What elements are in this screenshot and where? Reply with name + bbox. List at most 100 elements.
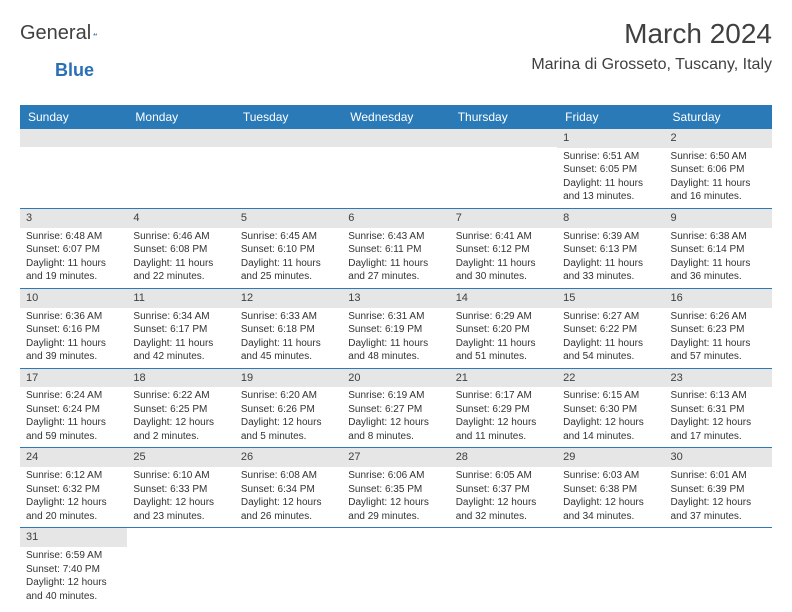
day-info-line: Daylight: 11 hours and 30 minutes. <box>456 257 551 284</box>
day-info-line: Daylight: 12 hours and 5 minutes. <box>241 416 336 443</box>
day-info-line: Daylight: 11 hours and 39 minutes. <box>26 337 121 364</box>
day-content: Sunrise: 6:20 AMSunset: 6:26 PMDaylight:… <box>235 387 342 447</box>
day-info-line: Daylight: 12 hours and 40 minutes. <box>26 576 121 603</box>
empty-daynum-bar <box>450 129 557 147</box>
day-number: 2 <box>665 129 772 148</box>
day-info-line: Sunrise: 6:29 AM <box>456 310 551 324</box>
day-info-line: Sunrise: 6:26 AM <box>671 310 766 324</box>
calendar-day-cell: 29Sunrise: 6:03 AMSunset: 6:38 PMDayligh… <box>557 448 664 528</box>
day-info-line: Sunrise: 6:06 AM <box>348 469 443 483</box>
day-content: Sunrise: 6:22 AMSunset: 6:25 PMDaylight:… <box>127 387 234 447</box>
day-info-line: Daylight: 11 hours and 42 minutes. <box>133 337 228 364</box>
day-content: Sunrise: 6:08 AMSunset: 6:34 PMDaylight:… <box>235 467 342 527</box>
day-content: Sunrise: 6:19 AMSunset: 6:27 PMDaylight:… <box>342 387 449 447</box>
calendar-day-cell <box>235 528 342 607</box>
day-number: 7 <box>450 209 557 228</box>
day-number: 26 <box>235 448 342 467</box>
day-info-line: Sunrise: 6:27 AM <box>563 310 658 324</box>
day-content: Sunrise: 6:39 AMSunset: 6:13 PMDaylight:… <box>557 228 664 288</box>
day-info-line: Sunrise: 6:12 AM <box>26 469 121 483</box>
day-info-line: Sunset: 6:31 PM <box>671 403 766 417</box>
day-info-line: Sunset: 6:22 PM <box>563 323 658 337</box>
day-info-line: Daylight: 12 hours and 23 minutes. <box>133 496 228 523</box>
day-content: Sunrise: 6:26 AMSunset: 6:23 PMDaylight:… <box>665 308 772 368</box>
day-content: Sunrise: 6:06 AMSunset: 6:35 PMDaylight:… <box>342 467 449 527</box>
calendar-day-cell: 16Sunrise: 6:26 AMSunset: 6:23 PMDayligh… <box>665 288 772 368</box>
day-info-line: Daylight: 11 hours and 16 minutes. <box>671 177 766 204</box>
calendar-week-row: 3Sunrise: 6:48 AMSunset: 6:07 PMDaylight… <box>20 208 772 288</box>
day-content: Sunrise: 6:31 AMSunset: 6:19 PMDaylight:… <box>342 308 449 368</box>
day-number: 29 <box>557 448 664 467</box>
day-info-line: Daylight: 12 hours and 8 minutes. <box>348 416 443 443</box>
day-number: 19 <box>235 369 342 388</box>
day-content: Sunrise: 6:38 AMSunset: 6:14 PMDaylight:… <box>665 228 772 288</box>
day-info-line: Sunset: 7:40 PM <box>26 563 121 577</box>
day-content: Sunrise: 6:59 AMSunset: 7:40 PMDaylight:… <box>20 547 127 607</box>
day-info-line: Sunset: 6:10 PM <box>241 243 336 257</box>
day-info-line: Daylight: 11 hours and 54 minutes. <box>563 337 658 364</box>
day-number: 23 <box>665 369 772 388</box>
calendar-day-cell <box>450 528 557 607</box>
day-number: 15 <box>557 289 664 308</box>
calendar-day-cell <box>127 528 234 607</box>
day-info-line: Sunrise: 6:19 AM <box>348 389 443 403</box>
day-info-line: Sunset: 6:08 PM <box>133 243 228 257</box>
calendar-day-cell: 20Sunrise: 6:19 AMSunset: 6:27 PMDayligh… <box>342 368 449 448</box>
day-info-line: Daylight: 11 hours and 19 minutes. <box>26 257 121 284</box>
day-content: Sunrise: 6:45 AMSunset: 6:10 PMDaylight:… <box>235 228 342 288</box>
day-content: Sunrise: 6:24 AMSunset: 6:24 PMDaylight:… <box>20 387 127 447</box>
day-info-line: Sunset: 6:26 PM <box>241 403 336 417</box>
day-info-line: Sunset: 6:11 PM <box>348 243 443 257</box>
calendar-day-cell: 25Sunrise: 6:10 AMSunset: 6:33 PMDayligh… <box>127 448 234 528</box>
calendar-day-cell: 4Sunrise: 6:46 AMSunset: 6:08 PMDaylight… <box>127 208 234 288</box>
calendar-day-cell <box>665 528 772 607</box>
weekday-header: Friday <box>557 105 664 129</box>
day-content: Sunrise: 6:34 AMSunset: 6:17 PMDaylight:… <box>127 308 234 368</box>
day-number: 20 <box>342 369 449 388</box>
day-content: Sunrise: 6:46 AMSunset: 6:08 PMDaylight:… <box>127 228 234 288</box>
day-content: Sunrise: 6:27 AMSunset: 6:22 PMDaylight:… <box>557 308 664 368</box>
day-number: 8 <box>557 209 664 228</box>
day-info-line: Sunset: 6:20 PM <box>456 323 551 337</box>
day-info-line: Sunrise: 6:05 AM <box>456 469 551 483</box>
calendar-week-row: 10Sunrise: 6:36 AMSunset: 6:16 PMDayligh… <box>20 288 772 368</box>
weekday-header: Tuesday <box>235 105 342 129</box>
day-info-line: Sunrise: 6:13 AM <box>671 389 766 403</box>
day-info-line: Sunrise: 6:46 AM <box>133 230 228 244</box>
day-info-line: Sunrise: 6:01 AM <box>671 469 766 483</box>
day-info-line: Sunset: 6:33 PM <box>133 483 228 497</box>
empty-daynum-bar <box>235 129 342 147</box>
calendar-day-cell: 30Sunrise: 6:01 AMSunset: 6:39 PMDayligh… <box>665 448 772 528</box>
day-info-line: Sunrise: 6:38 AM <box>671 230 766 244</box>
day-info-line: Sunset: 6:17 PM <box>133 323 228 337</box>
calendar-week-row: 31Sunrise: 6:59 AMSunset: 7:40 PMDayligh… <box>20 528 772 607</box>
weekday-header-row: SundayMondayTuesdayWednesdayThursdayFrid… <box>20 105 772 129</box>
day-content: Sunrise: 6:51 AMSunset: 6:05 PMDaylight:… <box>557 148 664 208</box>
day-info-line: Sunrise: 6:17 AM <box>456 389 551 403</box>
day-info-line: Daylight: 12 hours and 29 minutes. <box>348 496 443 523</box>
day-info-line: Daylight: 11 hours and 13 minutes. <box>563 177 658 204</box>
calendar-day-cell: 19Sunrise: 6:20 AMSunset: 6:26 PMDayligh… <box>235 368 342 448</box>
empty-daynum-bar <box>342 129 449 147</box>
day-info-line: Daylight: 11 hours and 25 minutes. <box>241 257 336 284</box>
day-info-line: Daylight: 11 hours and 27 minutes. <box>348 257 443 284</box>
day-content: Sunrise: 6:36 AMSunset: 6:16 PMDaylight:… <box>20 308 127 368</box>
day-info-line: Sunset: 6:23 PM <box>671 323 766 337</box>
day-number: 28 <box>450 448 557 467</box>
day-info-line: Sunrise: 6:03 AM <box>563 469 658 483</box>
calendar-table: SundayMondayTuesdayWednesdayThursdayFrid… <box>20 105 772 607</box>
day-number: 30 <box>665 448 772 467</box>
day-info-line: Daylight: 12 hours and 34 minutes. <box>563 496 658 523</box>
calendar-day-cell: 10Sunrise: 6:36 AMSunset: 6:16 PMDayligh… <box>20 288 127 368</box>
day-number: 12 <box>235 289 342 308</box>
day-number: 21 <box>450 369 557 388</box>
calendar-day-cell: 2Sunrise: 6:50 AMSunset: 6:06 PMDaylight… <box>665 129 772 208</box>
logo-text-blue: Blue <box>55 60 94 80</box>
day-info-line: Sunrise: 6:33 AM <box>241 310 336 324</box>
calendar-day-cell: 6Sunrise: 6:43 AMSunset: 6:11 PMDaylight… <box>342 208 449 288</box>
calendar-day-cell: 27Sunrise: 6:06 AMSunset: 6:35 PMDayligh… <box>342 448 449 528</box>
day-number: 10 <box>20 289 127 308</box>
day-info-line: Daylight: 11 hours and 36 minutes. <box>671 257 766 284</box>
calendar-day-cell <box>20 129 127 208</box>
calendar-day-cell <box>557 528 664 607</box>
